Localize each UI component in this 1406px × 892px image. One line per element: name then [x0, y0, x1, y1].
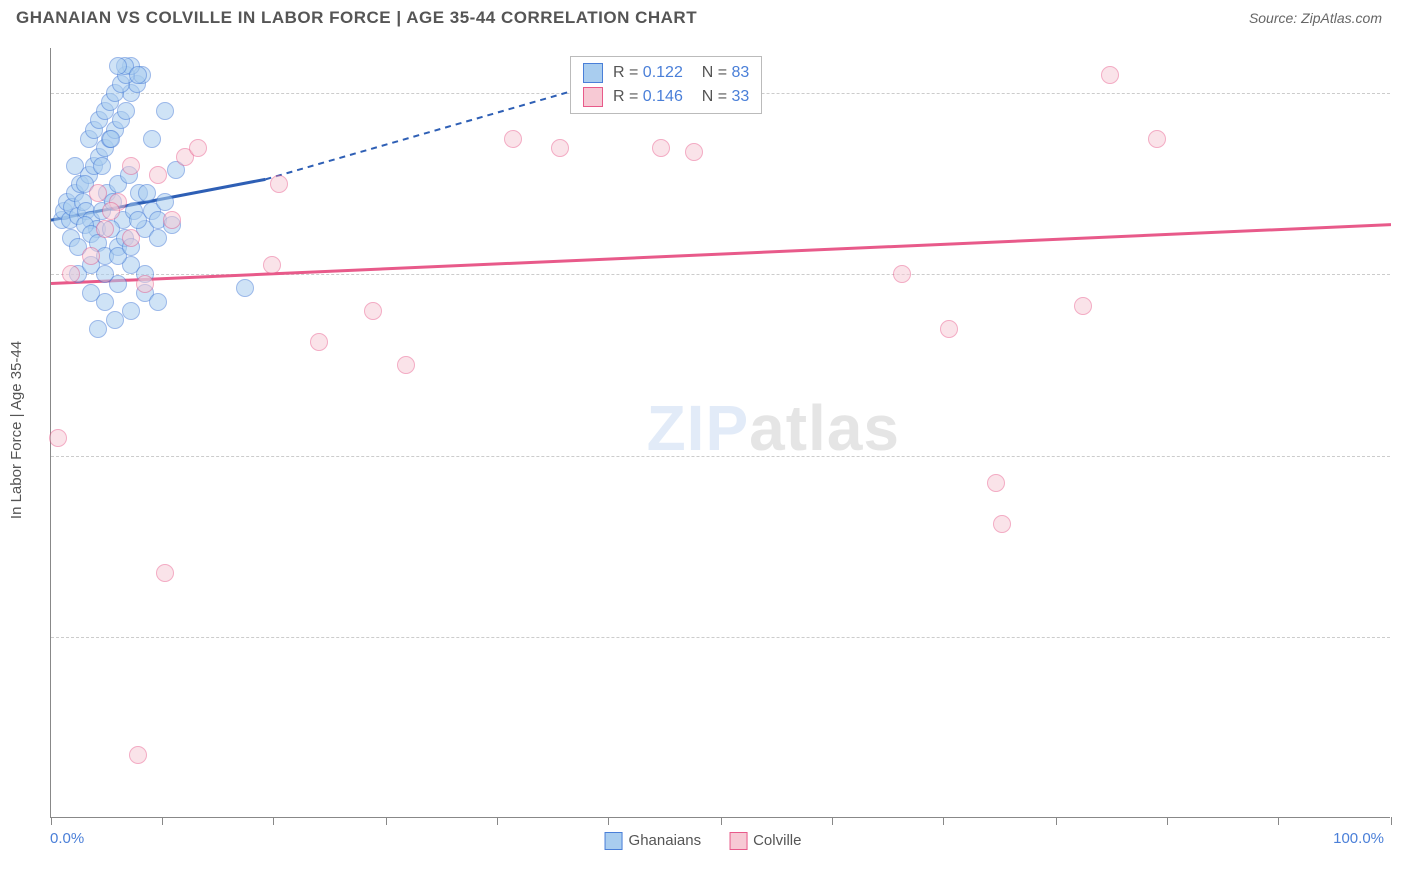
data-point-colville: [102, 202, 120, 220]
data-point-colville: [129, 746, 147, 764]
data-point-colville: [1101, 66, 1119, 84]
data-point-colville: [270, 175, 288, 193]
gridline: [51, 456, 1390, 457]
data-point-colville: [49, 429, 67, 447]
stats-r: R = 0.146: [613, 88, 683, 106]
legend-item: Ghanaians: [605, 832, 702, 850]
data-point-colville: [96, 220, 114, 238]
data-point-ghanaians: [156, 102, 174, 120]
gridline: [51, 637, 1390, 638]
data-point-colville: [89, 184, 107, 202]
x-axis-min-label: 0.0%: [50, 830, 84, 847]
stats-row-colville: R = 0.146 N = 33: [583, 85, 749, 109]
data-point-ghanaians: [138, 184, 156, 202]
gridline: [51, 274, 1390, 275]
x-tick: [832, 817, 833, 825]
data-point-colville: [397, 356, 415, 374]
data-point-ghanaians: [96, 265, 114, 283]
legend-label: Colville: [753, 832, 801, 849]
data-point-colville: [893, 265, 911, 283]
x-tick: [162, 817, 163, 825]
stats-swatch: [583, 87, 603, 107]
data-point-ghanaians: [66, 157, 84, 175]
data-point-colville: [364, 302, 382, 320]
x-tick: [273, 817, 274, 825]
x-tick: [943, 817, 944, 825]
data-point-ghanaians: [122, 302, 140, 320]
legend-item: Colville: [729, 832, 801, 850]
data-point-ghanaians: [143, 130, 161, 148]
data-point-ghanaians: [102, 130, 120, 148]
data-point-colville: [993, 515, 1011, 533]
y-tick-label: 60.0%: [1394, 447, 1406, 464]
legend-swatch: [729, 832, 747, 850]
y-axis-title: In Labor Force | Age 35-44: [8, 341, 25, 519]
chart-title: GHANAIAN VS COLVILLE IN LABOR FORCE | AG…: [16, 8, 697, 28]
data-point-ghanaians: [96, 293, 114, 311]
data-point-ghanaians: [149, 293, 167, 311]
x-tick: [1167, 817, 1168, 825]
y-tick-label: 100.0%: [1394, 85, 1406, 102]
data-point-colville: [504, 130, 522, 148]
x-axis-max-label: 100.0%: [1333, 830, 1384, 847]
data-point-colville: [263, 256, 281, 274]
legend-swatch: [605, 832, 623, 850]
y-tick-label: 40.0%: [1394, 628, 1406, 645]
data-point-colville: [149, 166, 167, 184]
data-point-colville: [156, 564, 174, 582]
x-tick: [386, 817, 387, 825]
stats-box: R = 0.122 N = 83R = 0.146 N = 33: [570, 56, 762, 114]
x-tick: [51, 817, 52, 825]
data-point-colville: [136, 275, 154, 293]
x-tick: [721, 817, 722, 825]
data-point-colville: [940, 320, 958, 338]
data-point-ghanaians: [129, 66, 147, 84]
legend-bottom: Ghanaians Colville: [605, 832, 802, 850]
data-point-ghanaians: [93, 157, 111, 175]
data-point-ghanaians: [117, 102, 135, 120]
data-point-ghanaians: [109, 57, 127, 75]
data-point-colville: [652, 139, 670, 157]
data-point-colville: [62, 265, 80, 283]
data-point-colville: [189, 139, 207, 157]
x-tick: [1391, 817, 1392, 825]
data-point-colville: [987, 474, 1005, 492]
y-tick-label: 80.0%: [1394, 266, 1406, 283]
data-point-colville: [1148, 130, 1166, 148]
x-tick: [1056, 817, 1057, 825]
x-tick: [608, 817, 609, 825]
data-point-colville: [310, 333, 328, 351]
plot-area: 40.0%60.0%80.0%100.0%: [50, 48, 1390, 818]
stats-r: R = 0.122: [613, 64, 683, 82]
source-label: Source: ZipAtlas.com: [1249, 10, 1382, 26]
data-point-colville: [122, 157, 140, 175]
data-point-colville: [122, 229, 140, 247]
data-point-colville: [685, 143, 703, 161]
stats-swatch: [583, 63, 603, 83]
data-point-ghanaians: [149, 229, 167, 247]
data-point-colville: [551, 139, 569, 157]
x-tick: [497, 817, 498, 825]
data-point-ghanaians: [106, 311, 124, 329]
data-point-colville: [82, 247, 100, 265]
stats-row-ghanaians: R = 0.122 N = 83: [583, 61, 749, 85]
data-point-ghanaians: [236, 279, 254, 297]
data-point-ghanaians: [89, 320, 107, 338]
x-tick: [1278, 817, 1279, 825]
data-point-ghanaians: [156, 193, 174, 211]
data-point-colville: [163, 211, 181, 229]
legend-label: Ghanaians: [629, 832, 702, 849]
stats-n: N = 83: [693, 64, 749, 82]
stats-n: N = 33: [693, 88, 749, 106]
data-point-colville: [1074, 297, 1092, 315]
